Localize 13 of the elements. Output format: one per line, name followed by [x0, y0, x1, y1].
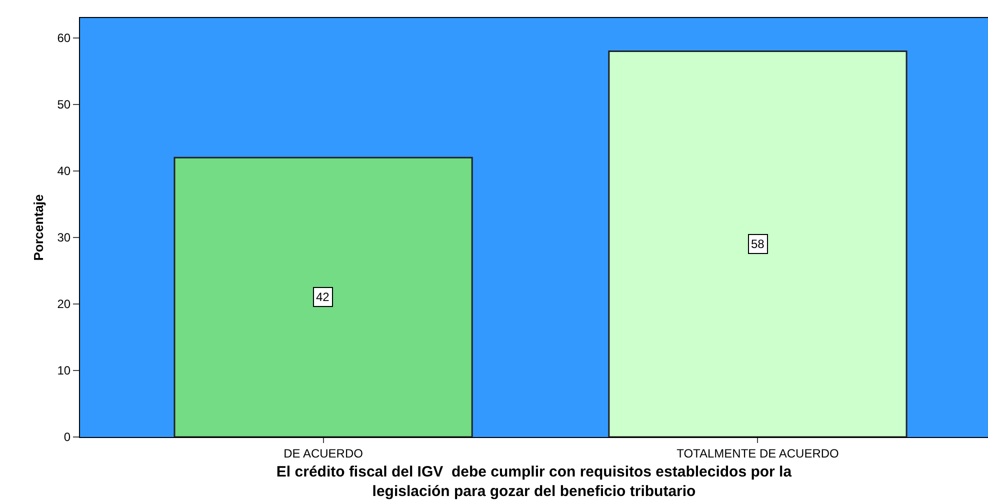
y-tick-label: 10 — [57, 364, 71, 378]
x-tick-label: TOTALMENTE DE ACUERDO — [676, 446, 839, 460]
y-tick-label: 60 — [57, 31, 71, 46]
y-tick-label: 0 — [64, 430, 71, 444]
y-tick-label: 50 — [57, 98, 71, 112]
y-axis-title: Porcentaje — [31, 194, 46, 261]
y-tick-label: 30 — [57, 230, 71, 245]
data-label: 42 — [316, 290, 330, 304]
data-label: 58 — [751, 237, 765, 251]
y-tick-label: 40 — [57, 164, 71, 178]
y-tick-label: 20 — [57, 297, 71, 312]
x-axis-title: El crédito fiscal del IGV debe cumplir con requisitos establecidos por la legislación para gozar del beneficio tributario — [276, 463, 792, 500]
x-tick-label: DE ACUERDO — [284, 446, 363, 460]
